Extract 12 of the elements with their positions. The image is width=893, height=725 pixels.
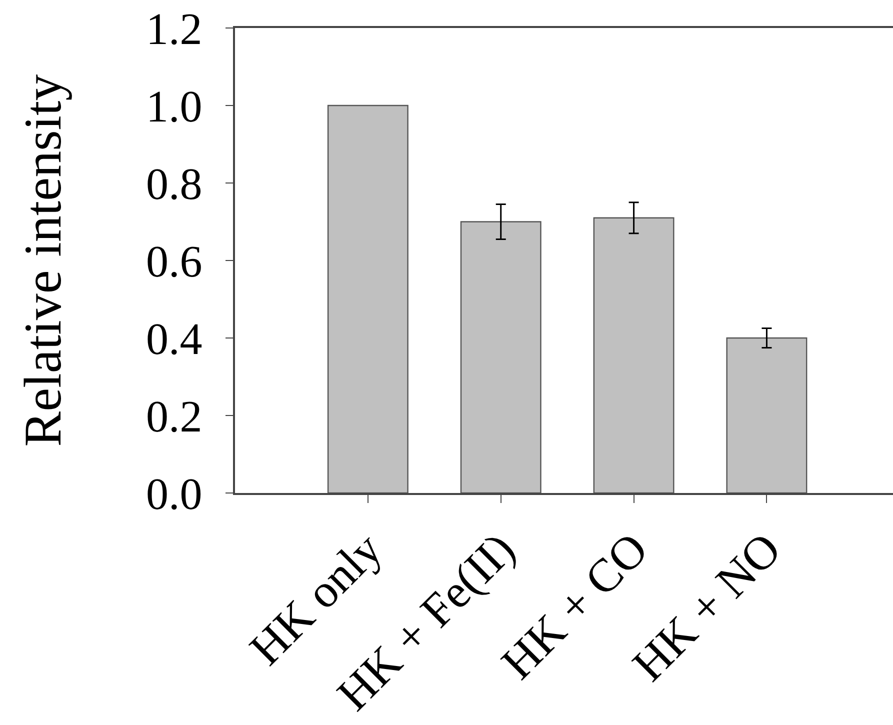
y-tick-label: 1.0	[146, 81, 202, 132]
bar	[593, 217, 674, 493]
y-tick-label: 1.2	[146, 4, 202, 54]
bar	[460, 221, 542, 493]
y-tick-label: 0.6	[146, 236, 202, 286]
y-axis-title: Relative intensity	[14, 74, 72, 447]
y-tick-label: 0.4	[146, 314, 202, 364]
y-tick-label: 0.0	[146, 468, 202, 519]
bar	[327, 104, 408, 493]
y-tick-label: 0.8	[146, 158, 202, 209]
y-tick-label: 0.2	[146, 391, 202, 442]
bar	[726, 337, 808, 493]
